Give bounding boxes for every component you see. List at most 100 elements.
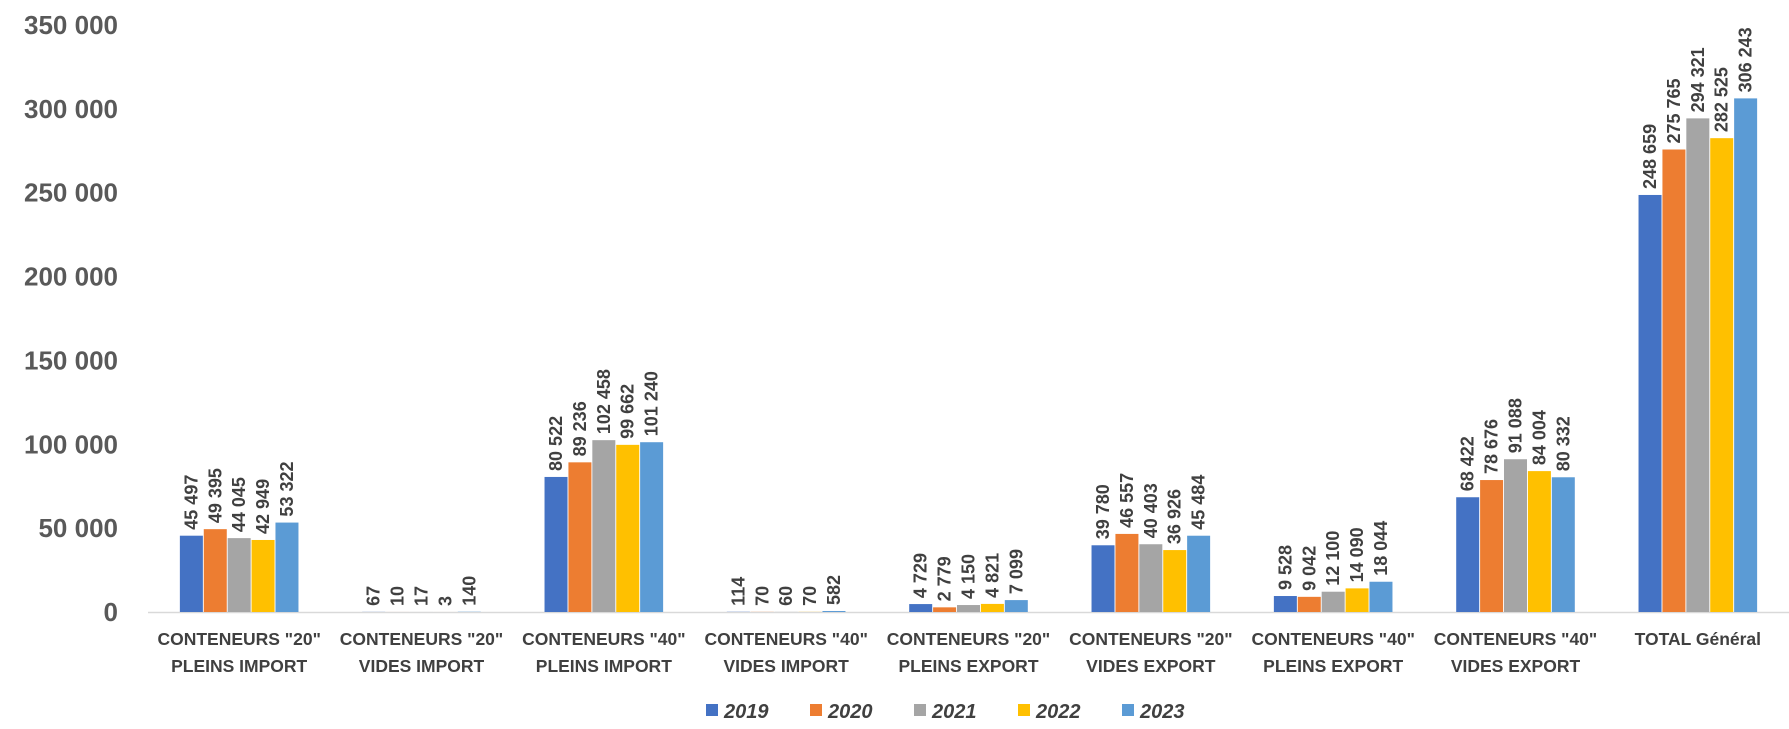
data-label: 49 395 [205, 468, 225, 523]
y-tick-label: 200 000 [24, 262, 118, 292]
data-label: 18 044 [1371, 521, 1391, 576]
bar [957, 605, 980, 612]
data-label: 84 004 [1529, 410, 1549, 465]
legend-label: 2023 [1139, 701, 1185, 723]
data-label: 114 [728, 577, 748, 606]
y-tick-label: 100 000 [24, 429, 118, 459]
data-label: 306 243 [1736, 27, 1756, 92]
data-label: 101 240 [642, 371, 662, 436]
data-label: 248 659 [1640, 124, 1660, 189]
data-label: 3 [435, 596, 455, 606]
x-tick-label: VIDES EXPORT [1086, 656, 1216, 676]
bar [1710, 138, 1734, 613]
data-label: 12 100 [1323, 531, 1343, 586]
bar [822, 611, 846, 612]
x-tick-label: PLEINS IMPORT [171, 656, 307, 676]
data-label: 99 662 [618, 384, 638, 439]
bar [1187, 535, 1211, 612]
x-tick-label: CONTENEURS "40" [522, 629, 685, 649]
legend-swatch [810, 704, 822, 716]
x-tick-label: CONTENEURS "20" [340, 629, 503, 649]
data-label: 42 949 [253, 479, 273, 534]
legend-swatch [1018, 704, 1030, 716]
bar [616, 444, 640, 612]
y-tick-label: 300 000 [24, 94, 118, 124]
x-tick-label: CONTENEURS "40" [1434, 629, 1597, 649]
bar [1638, 194, 1662, 612]
y-tick-label: 350 000 [24, 10, 118, 40]
bar [1504, 459, 1527, 612]
data-label: 4 821 [982, 553, 1002, 598]
legend: 2019 2020 2021 2022 2023 [706, 701, 1185, 723]
data-label: 44 045 [229, 477, 249, 532]
bar [980, 603, 1004, 612]
x-tick-label: CONTENEURS "20" [157, 629, 320, 649]
legend-item: 2019 [706, 701, 769, 723]
data-label: 67 [364, 586, 384, 606]
data-label: 10 [388, 586, 408, 606]
bar [275, 522, 299, 612]
legend-swatch [706, 704, 718, 716]
data-label: 4 729 [911, 553, 931, 598]
data-label: 40 403 [1141, 483, 1161, 538]
data-label: 275 765 [1664, 78, 1684, 143]
legend-item: 2023 [1122, 701, 1185, 723]
bar [1527, 471, 1551, 612]
data-label: 17 [412, 586, 432, 606]
data-label: 14 090 [1347, 527, 1367, 582]
bar [1662, 149, 1686, 612]
bar [1551, 477, 1575, 612]
data-label: 70 [800, 586, 820, 606]
data-label: 39 780 [1093, 484, 1113, 539]
bar [203, 529, 227, 612]
legend-swatch [1122, 704, 1134, 716]
bar [1273, 596, 1297, 612]
legend-item: 2022 [1018, 701, 1081, 723]
bar [909, 604, 933, 612]
bar [933, 607, 957, 612]
data-label: 102 458 [594, 369, 614, 434]
bar [1091, 545, 1115, 612]
bar [179, 535, 203, 612]
legend-label: 2021 [931, 701, 977, 723]
data-label: 80 522 [546, 416, 566, 471]
data-label: 78 676 [1482, 419, 1502, 474]
data-label: 46 557 [1117, 473, 1137, 528]
bar [640, 442, 664, 612]
data-label: 140 [459, 576, 479, 606]
data-label: 582 [824, 575, 844, 605]
x-tick-label: CONTENEURS "20" [887, 629, 1050, 649]
data-label: 45 497 [181, 475, 201, 530]
bar [1345, 588, 1369, 612]
data-label: 89 236 [570, 401, 590, 456]
x-tick-label: PLEINS EXPORT [1263, 656, 1403, 676]
legend-item: 2021 [914, 701, 977, 723]
data-label: 70 [752, 586, 772, 606]
x-tick-label: VIDES IMPORT [723, 656, 849, 676]
data-label: 53 322 [277, 462, 297, 517]
x-tick-label: CONTENEURS "40" [704, 629, 867, 649]
x-tick-label: VIDES IMPORT [359, 656, 485, 676]
bar [1686, 118, 1710, 612]
data-label: 294 321 [1688, 47, 1708, 112]
data-label: 2 779 [935, 556, 955, 601]
bars [179, 98, 1758, 613]
bar [251, 539, 275, 612]
data-label: 80 332 [1553, 416, 1573, 471]
bar [1163, 550, 1187, 612]
data-label: 9 528 [1275, 545, 1295, 590]
bar [592, 440, 616, 612]
data-label: 282 525 [1712, 67, 1732, 132]
legend-swatch [914, 704, 926, 716]
data-label: 9 042 [1299, 546, 1319, 591]
x-tick-label: VIDES EXPORT [1451, 656, 1581, 676]
bar [1321, 591, 1345, 612]
y-tick-label: 0 [104, 597, 118, 627]
y-tick-label: 50 000 [38, 513, 118, 543]
data-labels: 45 497 49 395 44 045 42 949 53 322 67 10 17 3 140… [181, 27, 1755, 606]
y-tick-label: 150 000 [24, 345, 118, 375]
bar [227, 538, 251, 612]
x-tick-label: PLEINS IMPORT [536, 656, 672, 676]
legend-label: 2020 [827, 701, 873, 723]
